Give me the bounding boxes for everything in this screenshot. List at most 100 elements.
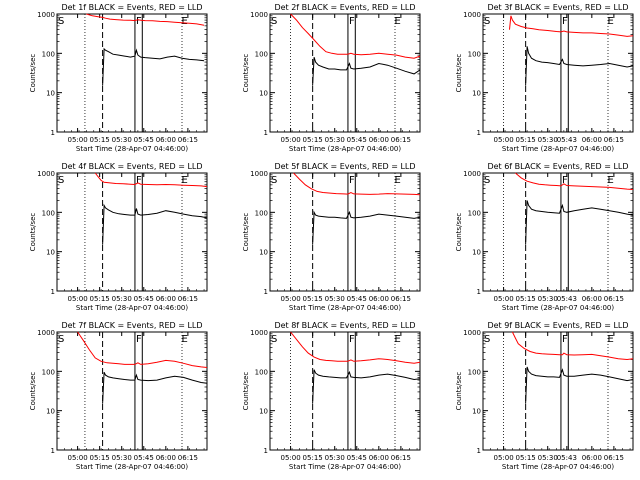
detector-panel: Det 6f BLACK = Events, RED = LLD 1 10 100 10…: [455, 162, 634, 312]
detector-panel: Det 8f BLACK = Events, RED = LLD 1 10 100 10…: [242, 321, 421, 471]
x-tick-label: 05:00: [67, 295, 87, 303]
y-axis-label: Counts/sec: [455, 372, 463, 411]
marker-e: E: [608, 175, 614, 186]
x-tick-label: 05:45: [347, 295, 367, 303]
series-line-events: [312, 210, 421, 245]
y-axis-label: Counts/sec: [242, 54, 250, 93]
marker-f: F: [562, 16, 568, 27]
x-tick-label: 05:45: [134, 454, 154, 462]
series-line-lld: [290, 331, 421, 364]
flare-interval-box: [347, 13, 356, 133]
series-line-events: [525, 200, 634, 245]
series-line-events: [102, 203, 208, 245]
y-tick-label: 10: [472, 90, 481, 98]
marker-e: E: [395, 16, 401, 27]
series-line-lld: [511, 331, 634, 361]
panel-title: Det 9f BLACK = Events, RED = LLD: [487, 321, 628, 330]
y-axis-label: Counts/sec: [29, 54, 37, 93]
y-tick-label: 1: [477, 129, 481, 137]
y-tick-label: 1000: [37, 170, 55, 178]
plot-frame: [269, 172, 421, 292]
x-tick-label: 05:15: [516, 295, 536, 303]
y-tick-label: 1: [264, 288, 268, 296]
y-axis-label: Counts/sec: [455, 54, 463, 93]
flare-interval-box: [347, 172, 356, 292]
series-line-events: [525, 366, 634, 404]
plot-frame: [269, 331, 421, 451]
y-tick-label: 100: [468, 368, 481, 376]
detector-panel: Det 7f BLACK = Events, RED = LLD 1 10 100 10…: [29, 321, 208, 471]
x-tick-label: 05:30: [538, 136, 558, 144]
series-line-events: [312, 369, 421, 404]
x-tick-label: 05:00: [493, 454, 513, 462]
panel-title: Det 6f BLACK = Events, RED = LLD: [487, 162, 628, 171]
y-tick-label: 1000: [463, 329, 481, 337]
x-tick-label: 06:15: [178, 136, 198, 144]
marker-f: F: [349, 16, 355, 27]
flare-interval-box: [347, 331, 356, 451]
marker-f: F: [136, 16, 142, 27]
marker-f: F: [136, 175, 142, 186]
x-axis-label: Start Time (28-Apr-07 04:46:00): [502, 304, 614, 312]
x-axis-label: Start Time (28-Apr-07 04:46:00): [76, 463, 188, 471]
plot-frame: [269, 13, 421, 133]
flare-interval-box: [560, 13, 569, 133]
y-tick-label: 100: [255, 209, 268, 217]
y-tick-label: 1: [51, 447, 55, 455]
marker-e: E: [395, 334, 401, 345]
marker-e: E: [608, 334, 614, 345]
x-tick-label: 05:00: [280, 136, 300, 144]
panel-title: Det 4f BLACK = Events, RED = LLD: [61, 162, 202, 171]
x-tick-label: 05:43: [557, 136, 577, 144]
panel-title: Det 7f BLACK = Events, RED = LLD: [61, 321, 202, 330]
detector-panel: Det 2f BLACK = Events, RED = LLD 1 10 100 10…: [242, 3, 421, 153]
plot-frame: [56, 13, 208, 133]
detector-panel: Det 4f BLACK = Events, RED = LLD 1 10 100 10…: [29, 162, 208, 312]
x-tick-label: 05:43: [557, 295, 577, 303]
series-line-lld: [94, 172, 208, 188]
series-line-lld: [515, 172, 634, 190]
series-line-lld: [290, 13, 421, 59]
x-tick-label: 05:15: [303, 454, 323, 462]
y-tick-label: 1: [51, 288, 55, 296]
marker-e: E: [182, 334, 188, 345]
y-axis-label: Counts/sec: [242, 372, 250, 411]
detector-panel: Det 3f BLACK = Events, RED = LLD 1 10 100 10…: [455, 3, 634, 153]
flare-interval-box: [134, 172, 143, 292]
panel-title: Det 5f BLACK = Events, RED = LLD: [274, 162, 415, 171]
y-axis-label: Counts/sec: [242, 213, 250, 252]
series-line-lld: [509, 15, 634, 37]
marker-e: E: [182, 175, 188, 186]
y-tick-label: 1000: [37, 11, 55, 19]
y-tick-label: 100: [255, 50, 268, 58]
x-axis-label: Start Time (28-Apr-07 04:46:00): [289, 463, 401, 471]
x-tick-label: 06:15: [391, 454, 411, 462]
marker-s: S: [271, 175, 277, 186]
y-tick-label: 1000: [37, 329, 55, 337]
panel-title: Det 2f BLACK = Events, RED = LLD: [274, 3, 415, 12]
x-tick-label: 05:15: [90, 295, 110, 303]
marker-e: E: [395, 175, 401, 186]
y-tick-label: 10: [46, 90, 55, 98]
x-tick-label: 05:15: [90, 454, 110, 462]
marker-s: S: [58, 334, 64, 345]
marker-f: F: [562, 175, 568, 186]
y-tick-label: 1000: [463, 170, 481, 178]
plot-frame: [482, 13, 634, 133]
x-tick-label: 05:00: [67, 454, 87, 462]
flare-interval-box: [134, 331, 143, 451]
x-tick-label: 06:15: [604, 295, 624, 303]
x-tick-label: 05:15: [90, 136, 110, 144]
x-tick-label: 05:45: [347, 454, 367, 462]
detector-panel: Det 5f BLACK = Events, RED = LLD 1 10 100 10…: [242, 162, 421, 312]
plot-frame: [482, 172, 634, 292]
x-tick-label: 05:30: [325, 454, 345, 462]
x-tick-label: 06:00: [156, 454, 176, 462]
y-tick-label: 100: [468, 50, 481, 58]
x-tick-label: 05:30: [112, 454, 132, 462]
x-tick-label: 06:15: [391, 136, 411, 144]
flare-interval-box: [134, 13, 143, 133]
marker-e: E: [608, 16, 614, 27]
x-tick-label: 05:30: [325, 136, 345, 144]
y-tick-label: 100: [42, 209, 55, 217]
